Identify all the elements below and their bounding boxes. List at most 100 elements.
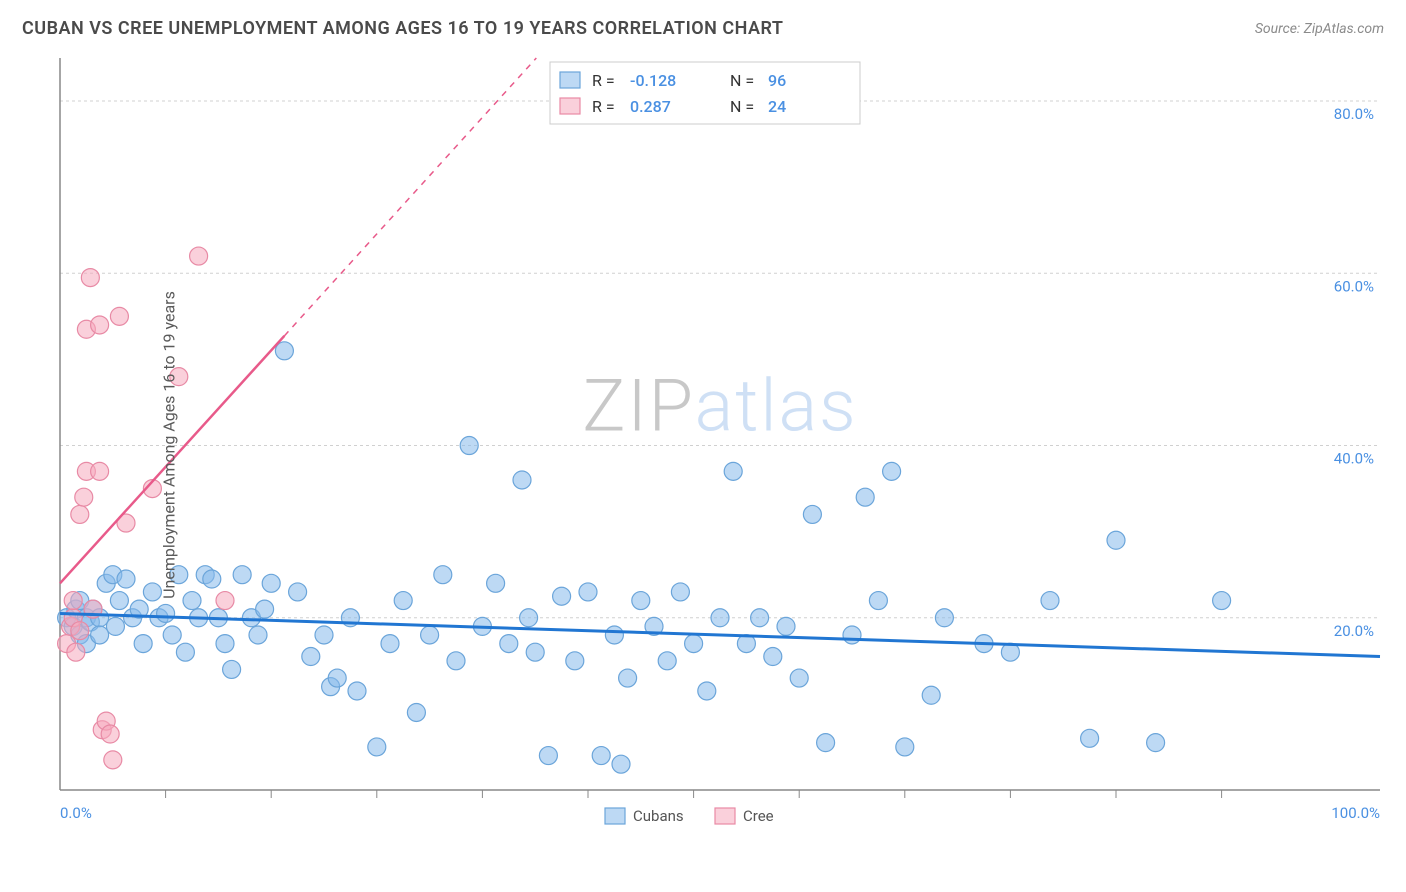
- scatter-point: [421, 626, 439, 644]
- scatter-point: [658, 652, 676, 670]
- scatter-point: [348, 682, 366, 700]
- scatter-point: [579, 583, 597, 601]
- scatter-point: [1081, 729, 1099, 747]
- scatter-point: [203, 570, 221, 588]
- scatter-point: [233, 566, 251, 584]
- scatter-point: [262, 574, 280, 592]
- scatter-point: [513, 471, 531, 489]
- scatter-point: [619, 669, 637, 687]
- scatter-point: [520, 609, 538, 627]
- chart-source: Source: ZipAtlas.com: [1255, 21, 1384, 37]
- y-tick-label: 40.0%: [1334, 450, 1374, 468]
- scatter-point: [190, 247, 208, 265]
- scatter-point: [685, 635, 703, 653]
- legend-swatch: [560, 72, 580, 88]
- scatter-point: [777, 617, 795, 635]
- scatter-point: [407, 703, 425, 721]
- scatter-point: [817, 734, 835, 752]
- scatter-point: [790, 669, 808, 687]
- scatter-point: [106, 617, 124, 635]
- scatter-point: [1147, 734, 1165, 752]
- scatter-point: [553, 587, 571, 605]
- scatter-point: [1041, 592, 1059, 610]
- scatter-point: [1107, 531, 1125, 549]
- scatter-point: [764, 648, 782, 666]
- scatter-point: [394, 592, 412, 610]
- scatter-point: [487, 574, 505, 592]
- scatter-point: [447, 652, 465, 670]
- scatter-point: [566, 652, 584, 670]
- scatter-point: [751, 609, 769, 627]
- y-axis-label: Unemployment Among Ages 16 to 19 years: [159, 291, 178, 599]
- scatter-point: [216, 592, 234, 610]
- chart-area: Unemployment Among Ages 16 to 19 years Z…: [50, 50, 1390, 840]
- scatter-point: [883, 462, 901, 480]
- legend-r-label: R =: [592, 97, 615, 116]
- scatter-point: [315, 626, 333, 644]
- scatter-point: [249, 626, 267, 644]
- scatter-point: [216, 635, 234, 653]
- scatter-point: [368, 738, 386, 756]
- scatter-point: [104, 751, 122, 769]
- footer-legend-label: Cubans: [633, 807, 684, 825]
- scatter-point: [289, 583, 307, 601]
- scatter-point: [117, 570, 135, 588]
- scatter-point: [157, 604, 175, 622]
- legend-n-label: N =: [730, 97, 754, 116]
- scatter-point: [71, 622, 89, 640]
- legend-n-value: 96: [768, 71, 786, 90]
- scatter-point: [711, 609, 729, 627]
- scatter-point: [539, 747, 557, 765]
- scatter-point: [110, 307, 128, 325]
- scatter-point: [922, 686, 940, 704]
- y-tick-label: 60.0%: [1334, 277, 1374, 295]
- legend-r-label: R =: [592, 71, 615, 90]
- scatter-point: [724, 462, 742, 480]
- legend-r-value: -0.128: [630, 71, 676, 90]
- scatter-point: [592, 747, 610, 765]
- scatter-point: [526, 643, 544, 661]
- x-axis-label: 0.0%: [60, 804, 92, 822]
- scatter-point: [935, 609, 953, 627]
- scatter-point: [671, 583, 689, 601]
- scatter-point: [110, 592, 128, 610]
- legend-swatch: [560, 98, 580, 114]
- scatter-point: [134, 635, 152, 653]
- scatter-point: [75, 488, 93, 506]
- y-tick-label: 20.0%: [1334, 622, 1374, 640]
- chart-header: CUBAN VS CREE UNEMPLOYMENT AMONG AGES 16…: [22, 18, 1384, 39]
- scatter-point: [856, 488, 874, 506]
- scatter-point: [612, 755, 630, 773]
- scatter-point: [1213, 592, 1231, 610]
- x-axis-label: 100.0%: [1331, 804, 1380, 822]
- footer-legend-swatch: [605, 808, 625, 824]
- scatter-point: [64, 592, 82, 610]
- scatter-point: [91, 316, 109, 334]
- scatter-point: [869, 592, 887, 610]
- scatter-point: [71, 505, 89, 523]
- scatter-point: [67, 643, 85, 661]
- scatter-point: [163, 626, 181, 644]
- scatter-point: [434, 566, 452, 584]
- scatter-point: [605, 626, 623, 644]
- scatter-point: [91, 626, 109, 644]
- scatter-point: [101, 725, 119, 743]
- chart-title: CUBAN VS CREE UNEMPLOYMENT AMONG AGES 16…: [22, 18, 783, 39]
- footer-legend-swatch: [715, 808, 735, 824]
- scatter-point: [176, 643, 194, 661]
- scatter-point: [256, 600, 274, 618]
- scatter-point: [81, 269, 99, 287]
- scatter-point: [91, 462, 109, 480]
- legend-n-label: N =: [730, 71, 754, 90]
- scatter-point: [381, 635, 399, 653]
- scatter-point: [698, 682, 716, 700]
- chart-svg: 20.0% 40.0% 60.0% 80.0% 0.0% 100.0% R = -0.128 N…: [50, 50, 1390, 840]
- scatter-point: [302, 648, 320, 666]
- y-tick-label: 80.0%: [1334, 105, 1374, 123]
- trend-line-dashed: [284, 58, 536, 336]
- scatter-point: [803, 505, 821, 523]
- scatter-point: [896, 738, 914, 756]
- scatter-point: [843, 626, 861, 644]
- scatter-point: [632, 592, 650, 610]
- scatter-point: [183, 592, 201, 610]
